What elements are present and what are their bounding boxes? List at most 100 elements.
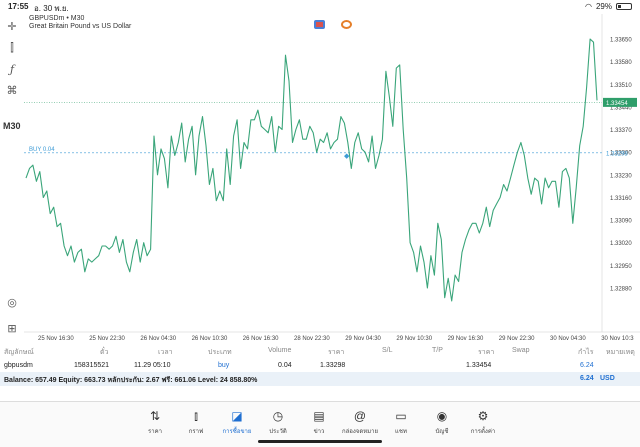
balance-summary: Balance: 657.49 Equity: 663.73 หลักประกั… xyxy=(4,377,258,384)
y-tick-label: 1.33090 xyxy=(610,219,632,225)
tab-label: กล่องจดหมาย xyxy=(341,429,379,435)
table-header: สัญลักษณ์ ตั๋ว เวลา ประเภท Volume ราคา S… xyxy=(0,344,640,358)
y-tick-label: 1.33370 xyxy=(610,128,632,134)
tab-label: บัญชี xyxy=(435,429,449,435)
mail-at-icon: @ xyxy=(353,409,367,423)
one-click-trading-icon[interactable] xyxy=(314,20,325,29)
col-type: ประเภท xyxy=(208,349,232,356)
y-tick-label: 1.33300 xyxy=(610,151,632,157)
chart-symbol: GBPUSDm • M30 xyxy=(29,15,85,22)
x-tick-label: 26 Nov 04:30 xyxy=(140,336,176,342)
x-tick-label: 29 Nov 16:30 xyxy=(448,336,484,342)
x-tick-label: 30 Nov 10:3 xyxy=(601,336,634,342)
depth-of-market-icon[interactable] xyxy=(341,20,352,29)
account-currency: USD xyxy=(600,375,615,382)
table-row[interactable]: gbpusdm 158315521 11.29 05:10 buy 0.04 1… xyxy=(0,358,640,372)
positions-table: สัญลักษณ์ ตั๋ว เวลา ประเภท Volume ราคา S… xyxy=(0,344,640,386)
battery-icon xyxy=(616,3,632,10)
col-profit: กำไร xyxy=(578,349,594,356)
x-tick-label: 26 Nov 10:30 xyxy=(192,336,228,342)
price-series-line xyxy=(25,38,598,302)
x-tick-label: 25 Nov 16:30 xyxy=(38,336,74,342)
chart-svg: 1.33650 1.33580 1.33510 1.33440 1.33370 1.333… xyxy=(24,14,640,342)
entry-marker-icon: ◆ xyxy=(344,152,350,160)
col-ticket: ตั๋ว xyxy=(100,349,109,356)
y-tick-label: 1.33580 xyxy=(610,60,632,66)
timeframe-button[interactable]: M30 xyxy=(3,121,21,131)
candles-icon: ⫾ xyxy=(194,409,198,423)
indicators-icon[interactable]: ⫿ xyxy=(10,41,14,54)
cell-volume: 0.04 xyxy=(278,362,292,369)
y-tick-label: 1.32880 xyxy=(610,287,632,293)
tab-mailbox[interactable]: @ กล่องจดหมาย xyxy=(340,408,380,436)
objects-icon[interactable]: ⌘ xyxy=(6,84,18,97)
tab-label: กราฟ xyxy=(188,429,204,435)
cell-symbol: gbpusdm xyxy=(4,362,33,369)
cell-price-current: 1.33454 xyxy=(466,362,492,369)
left-toolbar: ✛ ⫿ ƒ ⌘ M30 ◎ ⊞ xyxy=(0,14,24,336)
tab-chat[interactable]: ▭ แชท xyxy=(381,408,421,436)
col-price-open: ราคา xyxy=(328,349,345,356)
history-icon: ◷ xyxy=(272,409,284,423)
tab-trade[interactable]: ◪ การซื้อขาย xyxy=(217,408,257,436)
tab-history[interactable]: ◷ ประวัติ xyxy=(258,408,298,436)
buy-level-label: BUY 0.04 xyxy=(29,147,55,153)
tab-settings[interactable]: ⚙ การตั้งค่า xyxy=(463,408,503,436)
price-chart[interactable]: 1.33650 1.33580 1.33510 1.33440 1.33370 1.333… xyxy=(24,14,640,344)
chart-description: Great Britain Pound vs US Dollar xyxy=(29,23,132,30)
buy-price-label: 1.33298 xyxy=(606,151,628,157)
x-tick-label: 30 Nov 04:30 xyxy=(550,336,586,342)
col-time: เวลา xyxy=(158,349,173,356)
cell-price-open: 1.33298 xyxy=(320,362,346,369)
col-sl: S/L xyxy=(382,347,393,354)
y-tick-label: 1.33650 xyxy=(610,38,632,44)
x-tick-label: 25 Nov 22:30 xyxy=(89,336,125,342)
trade-chart-icon: ◪ xyxy=(231,409,243,423)
y-tick-label: 1.33160 xyxy=(610,196,632,202)
x-tick-label: 29 Nov 04:30 xyxy=(345,336,381,342)
col-comment: หมายเหตุ xyxy=(606,349,635,356)
cell-profit: 6.24 xyxy=(580,362,594,369)
tab-news[interactable]: ▤ ข่าว xyxy=(299,408,339,436)
status-time: 17:55 xyxy=(8,2,29,11)
y-tick-label: 1.32950 xyxy=(610,264,632,270)
bid-price-label: 1.33454 xyxy=(606,101,628,107)
bottom-tab-bar: ⇅ ราคา ⫾ กราฟ ◪ การซื้อขาย ◷ ประวัติ ▤ ข… xyxy=(0,401,640,447)
tab-account[interactable]: ◉ บัญชี xyxy=(422,408,462,436)
chart-top-icons xyxy=(314,20,352,29)
cell-time: 11.29 05:10 xyxy=(134,362,171,369)
news-icon: ▤ xyxy=(313,409,325,423)
status-date: อ. 30 พ.ย. xyxy=(34,4,69,13)
y-tick-label: 1.33230 xyxy=(610,173,632,179)
tab-label: การซื้อขาย xyxy=(222,429,252,435)
crosshair-icon[interactable]: ✛ xyxy=(7,20,17,33)
zoom-icon[interactable]: ◎ xyxy=(7,296,17,309)
col-swap: Swap xyxy=(512,347,530,354)
y-tick-label: 1.33020 xyxy=(610,241,632,247)
tab-label: ข่าว xyxy=(313,429,325,435)
y-tick-label: 1.33510 xyxy=(610,83,632,89)
col-volume: Volume xyxy=(268,347,292,354)
new-order-icon[interactable]: ⊞ xyxy=(7,322,17,335)
bid-price-box xyxy=(603,97,637,107)
col-tp: T/P xyxy=(432,347,443,354)
balance-bar: Balance: 657.49 Equity: 663.73 หลักประกั… xyxy=(0,372,640,386)
battery-fill xyxy=(618,5,621,8)
settings-icon: ⚙ xyxy=(477,409,489,423)
tab-quotes[interactable]: ⇅ ราคา xyxy=(135,408,175,436)
cell-type: buy xyxy=(218,362,230,369)
status-bar: 17:55 อ. 30 พ.ย. ◠ 29% xyxy=(0,0,640,14)
tab-label: ประวัติ xyxy=(269,429,287,435)
wifi-icon: ◠ xyxy=(585,2,592,11)
battery-percent: 29% xyxy=(595,2,612,11)
tab-label: ราคา xyxy=(148,429,162,435)
tab-label: การตั้งค่า xyxy=(470,429,496,435)
x-tick-label: 29 Nov 10:30 xyxy=(396,336,432,342)
tab-label: แชท xyxy=(395,429,407,435)
total-profit: 6.24 xyxy=(580,375,594,382)
function-icon[interactable]: ƒ xyxy=(9,62,15,76)
arrows-updown-icon: ⇅ xyxy=(149,409,161,423)
cell-ticket: 158315521 xyxy=(74,362,110,369)
status-right: ◠ 29% xyxy=(585,2,632,11)
tab-chart[interactable]: ⫾ กราฟ xyxy=(176,408,216,436)
